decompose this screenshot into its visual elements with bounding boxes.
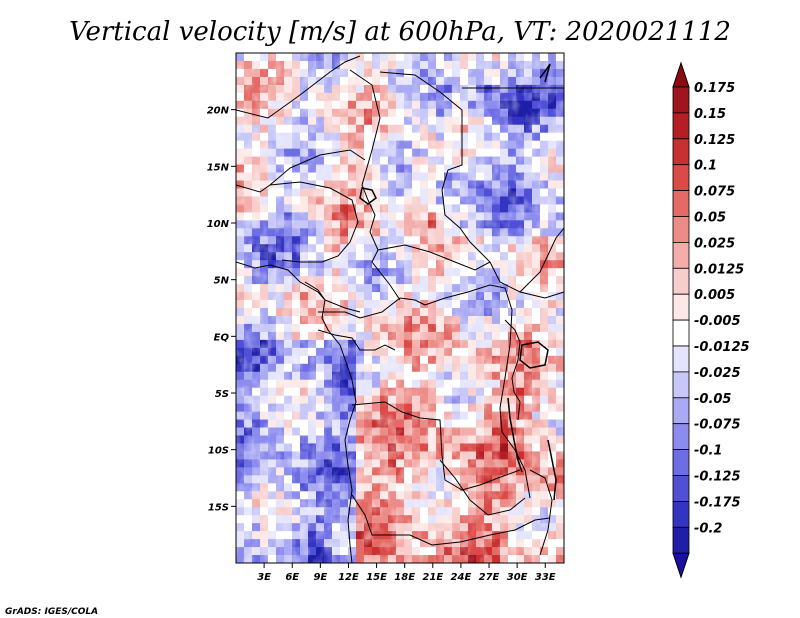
colorbar-swatch: [672, 164, 690, 191]
coastline-west-africa: [236, 261, 357, 563]
grads-credit: GrADS: IGES/COLA: [5, 607, 98, 617]
border-angola: [351, 401, 521, 491]
x-tick-label: 27E: [479, 572, 500, 583]
lake-chad: [359, 187, 377, 205]
colorbar-swatch: [672, 112, 690, 140]
border-car: [377, 244, 491, 271]
y-tick-label: 15N: [207, 162, 230, 173]
x-tick-label: 33E: [535, 572, 556, 583]
colorbar-swatch: [672, 216, 690, 243]
colorbar-swatch: [672, 138, 690, 166]
y-tick-label: 15S: [208, 502, 229, 513]
x-tick-label: 24E: [451, 572, 472, 583]
x-tick-label: 3E: [257, 572, 271, 583]
colorbar-swatch: [672, 267, 690, 295]
x-tick-label: 15E: [366, 572, 387, 583]
x-tick-label: 12E: [338, 572, 359, 583]
colorbar-swatch: [672, 449, 690, 476]
x-tick-label: 18E: [394, 572, 415, 583]
lake-tanganyika: [507, 397, 523, 473]
colorbar-arrow-top: [672, 61, 690, 88]
x-tick-label: 21E: [422, 572, 443, 583]
texture-overlay: [236, 53, 564, 563]
colorbar-label: 0.05: [694, 211, 726, 226]
colorbar-label: 0.125: [694, 133, 735, 148]
border-gabon: [317, 329, 396, 351]
border-nigeria: [269, 181, 359, 263]
border-north-2: [379, 71, 564, 299]
y-tick-label: 5S: [215, 389, 229, 400]
colorbar-swatch: [672, 475, 690, 502]
colorbar-label: 0.1: [694, 159, 717, 174]
colorbar-swatch: [672, 526, 690, 554]
colorbar-swatch: [672, 500, 690, 528]
colorbar-swatch: [672, 345, 690, 373]
colorbar-label: 0.075: [694, 185, 735, 200]
colorbar-label: 0.15: [694, 107, 726, 122]
colorbar-label: -0.05: [694, 392, 731, 407]
border-namibia: [351, 494, 551, 546]
colorbar-arrow-bottom: [672, 552, 690, 579]
colorbar-label: 0.0125: [694, 262, 744, 277]
colorbar-swatch: [672, 293, 690, 321]
colorbar-label: -0.005: [694, 314, 741, 329]
border-north-1: [236, 55, 361, 119]
y-axis: 20N 15N 10N 5N EQ 5S 10S 15S: [207, 106, 236, 513]
colorbar-label: -0.1: [694, 444, 722, 459]
colorbar-label: -0.025: [694, 366, 741, 381]
colorbar-swatch: [672, 190, 690, 217]
colorbar-label: -0.0125: [694, 340, 750, 355]
y-tick-label: 20N: [207, 106, 230, 117]
chart-title: Vertical velocity [m/s] at 600hPa, VT: 2…: [69, 17, 731, 47]
colorbar-swatch: [672, 241, 690, 269]
colorbar-label: -0.075: [694, 418, 741, 433]
border-mozambique: [529, 469, 553, 556]
border-congo: [318, 297, 426, 319]
colorbar-swatch: [672, 397, 690, 425]
colorbar-swatch: [672, 371, 690, 399]
map-frame: [235, 52, 565, 564]
y-tick-label: 10S: [208, 446, 229, 457]
x-tick-label: 30E: [507, 572, 528, 583]
colorbar-label: -0.175: [694, 495, 741, 510]
colorbar-label: -0.2: [694, 521, 722, 536]
x-axis: 3E 6E 9E 12E 15E 18E 21E 24E 27E 30E 33E: [257, 563, 556, 583]
colorbar: 0.175 0.15 0.125 0.1 0.075 0.05 0.025 0.0125 0.0…: [672, 61, 750, 579]
colorbar-label: 0.005: [694, 288, 735, 303]
colorbar-label: 0.175: [694, 81, 735, 96]
colorbar-label: -0.125: [694, 470, 741, 485]
colorbar-swatch: [672, 423, 690, 451]
border-ethiopia: [519, 227, 564, 293]
border-sahel: [236, 149, 366, 193]
border-drc-east: [424, 284, 531, 499]
colorbar-swatch: [672, 86, 690, 114]
y-tick-label: EQ: [214, 332, 230, 343]
lake-victoria: [519, 341, 549, 369]
border-east-lakes: [504, 319, 521, 421]
y-tick-label: 10N: [207, 219, 230, 230]
y-tick-label: 5N: [214, 276, 230, 287]
x-tick-label: 9E: [313, 572, 327, 583]
x-tick-label: 6E: [285, 572, 299, 583]
colorbar-label: 0.025: [694, 236, 735, 251]
border-zambia: [439, 459, 526, 516]
lake-malawi: [547, 439, 557, 501]
country-borders: [236, 55, 564, 563]
border-cameroon: [304, 281, 361, 313]
border-chad: [349, 69, 401, 301]
red-sea-coast: [539, 63, 551, 83]
colorbar-swatch: [672, 319, 690, 347]
